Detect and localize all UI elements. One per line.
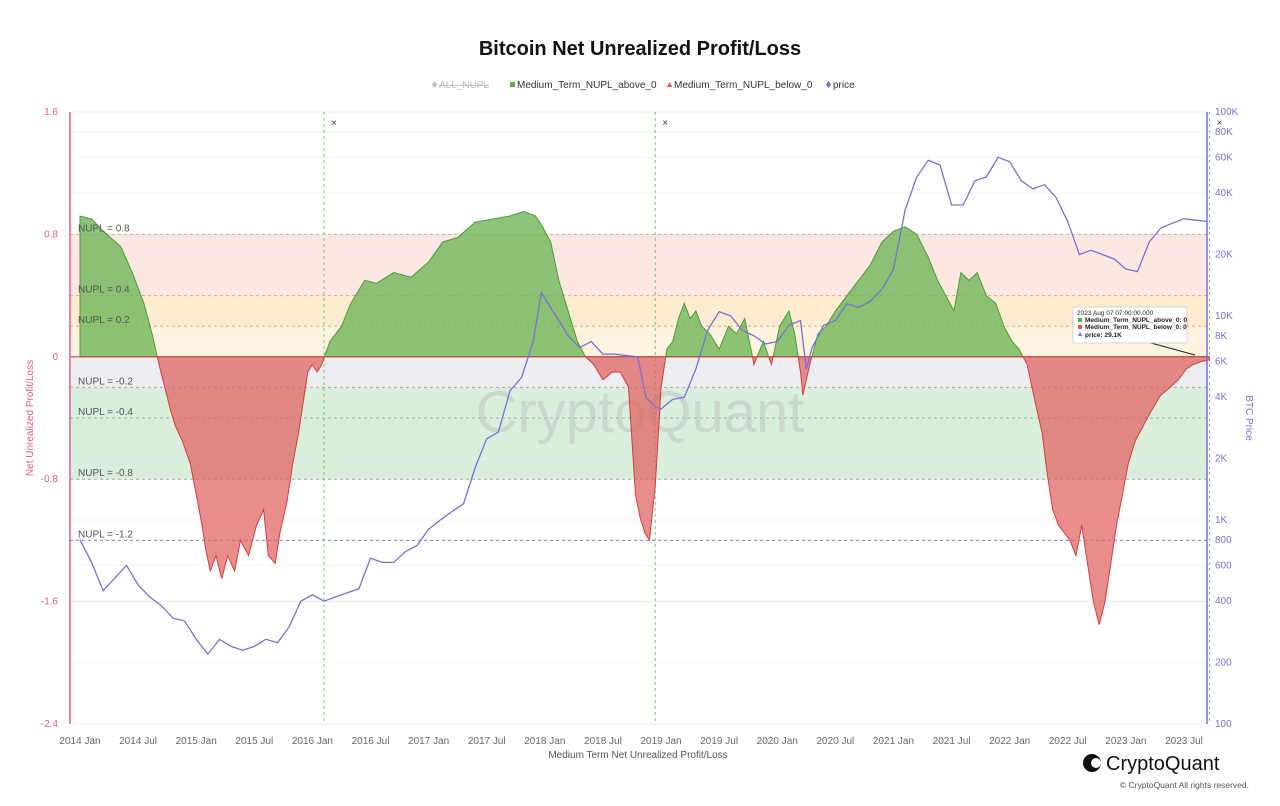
left-tick-5: -2.4 (41, 719, 59, 730)
right-tick-1: 80K (1215, 127, 1233, 138)
right-tick-11: 800 (1215, 535, 1232, 546)
right-tick-8: 4K (1215, 392, 1228, 403)
vertical-marker-close-icon-1: × (662, 118, 668, 129)
x-tick-3: 2015 Jul (235, 736, 273, 747)
x-tick-13: 2020 Jul (816, 736, 854, 747)
x-axis-ticks: 2014 Jan 2014 Jul 2015 Jan 2015 Jul 2016 Jan… (59, 736, 1202, 747)
nupl-areas (79, 210, 1211, 625)
right-tick-13: 400 (1215, 596, 1232, 607)
band-label-2: NUPL = 0.2 (78, 315, 130, 326)
legend-marker-2 (667, 82, 672, 87)
right-tick-5: 10K (1215, 311, 1233, 322)
band-label-0: NUPL = 0.8 (78, 223, 130, 234)
legend: ALL_NUPL Medium_Term_NUPL_above_0 Medium_T… (432, 80, 855, 91)
x-tick-14: 2021 Jan (873, 736, 914, 747)
right-tick-7: 6K (1215, 356, 1228, 367)
brand-logo: CryptoQuant © CryptoQuant All rights res… (1083, 753, 1249, 790)
price-line (79, 156, 1208, 656)
x-tick-17: 2022 Jul (1049, 736, 1087, 747)
right-tick-10: 1K (1215, 515, 1228, 526)
x-tick-16: 2022 Jan (989, 736, 1030, 747)
x-tick-9: 2018 Jul (584, 736, 622, 747)
legend-label-0: ALL_NUPL (439, 80, 489, 91)
tooltip-marker-below (1078, 325, 1082, 329)
tooltip: 2023 Aug 07 07:00:00.000 Medium_Term_NUP… (1072, 306, 1196, 356)
x-tick-2: 2015 Jan (176, 736, 217, 747)
x-tick-12: 2020 Jan (757, 736, 798, 747)
x-tick-1: 2014 Jul (119, 736, 157, 747)
brand-icon-cutout (1091, 758, 1101, 768)
brand-name: CryptoQuant (1106, 753, 1220, 775)
tooltip-row-price: price: 29.1K (1085, 332, 1122, 339)
y-axis-right-label: BTC Price (1243, 395, 1254, 441)
legend-label-3: price (833, 80, 855, 91)
right-tick-6: 8K (1215, 331, 1228, 342)
band-labels: NUPL = 0.8 NUPL = 0.4 NUPL = 0.2 NUPL = -0.… (78, 223, 133, 540)
left-tick-3: -0.8 (41, 474, 59, 485)
copyright: © CryptoQuant All rights reserved. (1120, 780, 1249, 790)
band-fill-1 (70, 295, 1207, 327)
y-axis-left-label: Net Unrealized Profit/Loss (25, 360, 36, 476)
left-tick-1: 0.8 (44, 229, 58, 240)
tooltip-row-above: Medium_Term_NUPL_above_0: 0 (1085, 317, 1187, 324)
chart-title: Bitcoin Net Unrealized Profit/Loss (479, 38, 801, 60)
band-fill-0 (70, 234, 1207, 296)
right-tick-0: 100K (1215, 107, 1239, 118)
x-tick-6: 2017 Jan (408, 736, 449, 747)
right-tick-2: 60K (1215, 152, 1233, 163)
band-label-6: NUPL = -1.2 (78, 529, 133, 540)
legend-label-2: Medium_Term_NUPL_below_0 (674, 80, 813, 91)
x-tick-10: 2019 Jan (640, 736, 681, 747)
x-tick-5: 2016 Jul (352, 736, 390, 747)
x-axis-label: Medium Term Net Unrealized Profit/Loss (548, 750, 727, 761)
x-tick-15: 2021 Jul (933, 736, 971, 747)
right-tick-12: 600 (1215, 560, 1232, 571)
left-axis-ticks: 1.6 0.8 0 -0.8 -1.6 -2.4 (41, 107, 59, 730)
left-tick-2: 0 (52, 352, 58, 363)
x-tick-18: 2023 Jan (1105, 736, 1146, 747)
left-tick-0: 1.6 (44, 107, 58, 118)
band-label-5: NUPL = -0.8 (78, 468, 133, 479)
legend-marker-3 (826, 81, 831, 88)
area-below-zero (80, 356, 1211, 625)
right-tick-9: 2K (1215, 454, 1228, 465)
right-tick-4: 20K (1215, 250, 1233, 261)
right-axis-ticks: 100K 80K 60K 40K 20K 10K 8K 6K 4K 2K 1K 800 600 400 20… (1215, 107, 1239, 730)
tooltip-box (1072, 306, 1188, 344)
x-tick-19: 2023 Jul (1165, 736, 1203, 747)
band-label-4: NUPL = -0.4 (78, 407, 133, 418)
right-tick-14: 200 (1215, 658, 1232, 669)
tooltip-row-below: Medium_Term_NUPL_below_0: 0 (1085, 324, 1187, 331)
tooltip-marker-price (1078, 332, 1082, 336)
tooltip-date: 2023 Aug 07 07:00:00.000 (1077, 310, 1154, 317)
left-tick-4: -1.6 (41, 597, 59, 608)
legend-marker-1 (510, 82, 515, 87)
x-tick-4: 2016 Jan (292, 736, 333, 747)
right-tick-3: 40K (1215, 188, 1233, 199)
x-tick-11: 2019 Jul (700, 736, 738, 747)
right-tick-15: 100 (1215, 719, 1232, 730)
band-fill-2 (70, 326, 1207, 357)
legend-label-1: Medium_Term_NUPL_above_0 (517, 80, 657, 91)
x-tick-8: 2018 Jan (524, 736, 565, 747)
legend-marker-0 (432, 81, 437, 88)
vertical-marker-close-icon-0: × (331, 118, 337, 129)
tooltip-marker-above (1078, 318, 1082, 322)
band-label-1: NUPL = 0.4 (78, 285, 130, 296)
vertical-marker-close-icon-2: × (1217, 118, 1223, 129)
band-label-3: NUPL = -0.2 (78, 376, 133, 387)
x-tick-0: 2014 Jan (59, 736, 100, 747)
x-tick-7: 2017 Jul (468, 736, 506, 747)
